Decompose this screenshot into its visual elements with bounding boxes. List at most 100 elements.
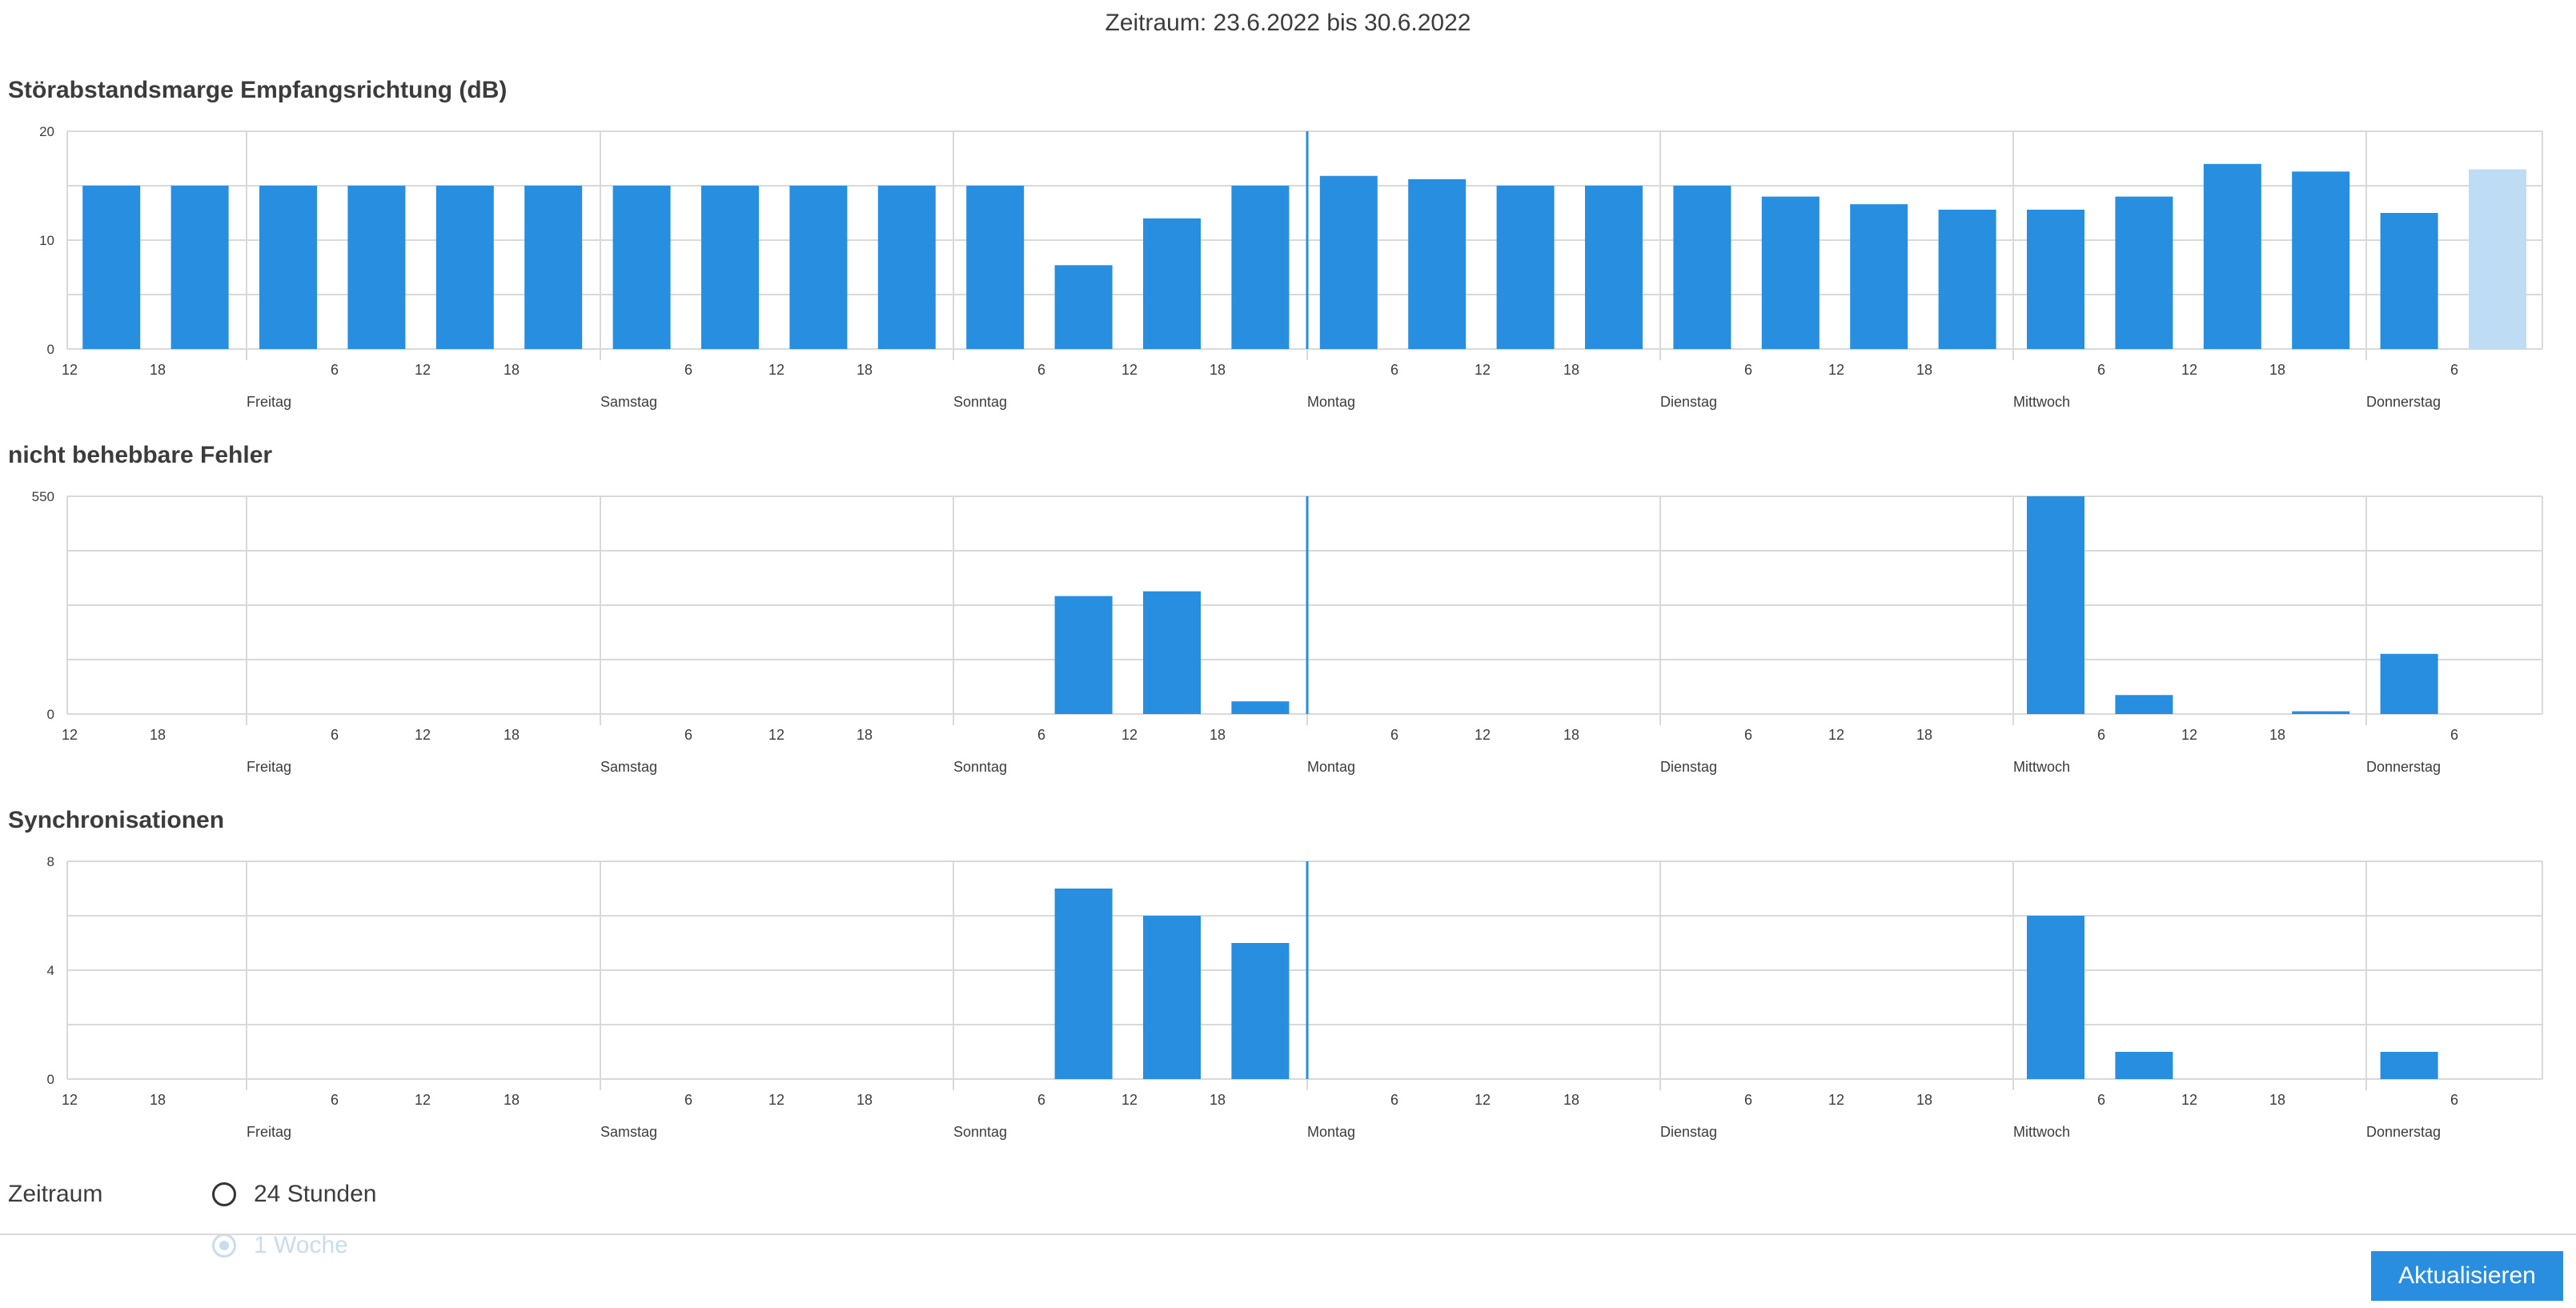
day-label: Mittwoch [2013,1124,2070,1140]
day-label: Mittwoch [2013,759,2070,775]
x-tick-label: 12 [62,362,78,378]
bar [1938,209,1996,349]
day-label: Donnerstag [2366,759,2441,775]
x-tick-label: 6 [1390,727,1398,743]
bar [701,186,759,349]
bar [2380,1052,2438,1079]
radio-1w-label: 1 Woche [254,1232,348,1258]
bar [1054,265,1113,349]
x-tick-label: 12 [1828,1092,1844,1108]
x-tick-label: 18 [504,362,520,378]
day-label: Dienstag [1660,1124,1717,1140]
bar [966,186,1025,349]
day-label: Sonntag [953,759,1007,775]
x-tick-label: 12 [1121,362,1138,378]
x-tick-label: 18 [1916,1092,1932,1108]
x-tick-label: 18 [504,727,520,743]
day-label: Samstag [600,759,657,775]
x-tick-label: 12 [1475,1092,1491,1108]
bar [1054,889,1113,1079]
day-label: Montag [1307,1124,1355,1140]
x-tick-label: 18 [150,362,166,378]
x-tick-label: 18 [1210,727,1226,743]
x-tick-label: 18 [1916,362,1932,378]
period-label: Zeitraum [8,1181,103,1207]
x-tick-label: 6 [1744,727,1752,743]
x-tick-label: 6 [2450,1092,2458,1108]
x-tick-label: 18 [1563,362,1579,378]
x-tick-label: 12 [768,362,784,378]
day-label: Freitag [247,394,291,410]
x-tick-label: 6 [2450,362,2458,378]
x-tick-label: 12 [1121,1092,1138,1108]
x-tick-label: 6 [684,1092,692,1108]
x-tick-label: 6 [684,362,692,378]
bar [259,186,317,349]
x-tick-label: 12 [415,727,431,743]
x-tick-label: 18 [150,727,166,743]
x-tick-label: 6 [2097,727,2105,743]
x-tick-label: 18 [857,362,873,378]
x-tick-label: 6 [1037,362,1045,378]
day-label: Donnerstag [2366,1124,2441,1140]
chart-title-errors: nicht behebbare Fehler [8,442,273,468]
divider [0,1234,2576,1235]
bar [347,186,406,349]
x-tick-label: 18 [1563,1092,1579,1108]
x-tick-label: 6 [1744,362,1752,378]
x-tick-label: 6 [331,1092,339,1108]
chart-snr: 0 10 20 12 18 6 12 18 6 12 18 6 12 18 6 12 18 6 12 18 6 12 18 6… [39,124,2543,410]
bar [1673,186,1731,349]
chart-title-snr: Störabstandsmarge Empfangsrichtung (dB) [8,77,508,103]
x-tick-label: 6 [331,362,339,378]
bar [171,186,229,349]
bar [2115,1052,2173,1079]
bar [2115,695,2173,714]
radio-1w-circle[interactable] [212,1234,236,1258]
radio-24h-label: 24 Stunden [254,1181,377,1207]
x-tick-label: 6 [1390,1092,1398,1108]
period-title: Zeitraum: 23.6.2022 bis 30.6.2022 [1105,10,1471,36]
x-tick-label: 6 [1037,727,1045,743]
bar [1319,175,1378,349]
day-label: Mittwoch [2013,394,2070,410]
day-label: Freitag [247,1124,291,1140]
bar [2380,213,2438,349]
chart-title-sync: Synchronisationen [8,807,225,833]
x-tick-label: 12 [62,727,78,743]
x-tick-label: 12 [2181,362,2197,378]
bar [2469,169,2526,349]
bar [789,186,848,349]
x-tick-label: 12 [62,1092,78,1108]
radio-24h-circle[interactable] [212,1182,236,1206]
radio-1w[interactable]: 1 Woche [212,1232,348,1259]
bar [1143,916,1201,1079]
x-tick-label: 18 [857,727,873,743]
x-tick-label: 18 [1916,727,1932,743]
radio-24h[interactable]: 24 Stunden [212,1181,376,1208]
day-label: Dienstag [1660,394,1717,410]
x-tick-label: 12 [1828,362,1844,378]
bar [612,186,671,349]
x-tick-label: 18 [2269,362,2285,378]
x-tick-label: 12 [2181,727,2197,743]
day-label: Samstag [600,394,657,410]
y-tick-label: 10 [39,233,54,248]
day-label: Sonntag [953,394,1007,410]
bar [1850,204,1908,349]
x-tick-label: 18 [504,1092,520,1108]
bar [524,186,583,349]
day-label: Donnerstag [2366,394,2441,410]
bar [435,186,494,349]
x-tick-label: 12 [1475,362,1491,378]
y-tick-label: 0 [47,1072,54,1087]
x-tick-label: 18 [150,1092,166,1108]
x-tick-label: 12 [1828,727,1844,743]
bar [2292,171,2350,349]
y-tick-label: 4 [47,963,54,978]
x-tick-label: 6 [684,727,692,743]
bar [2027,209,2084,349]
update-button[interactable]: Aktualisieren [2371,1251,2563,1301]
bar [2115,196,2173,349]
